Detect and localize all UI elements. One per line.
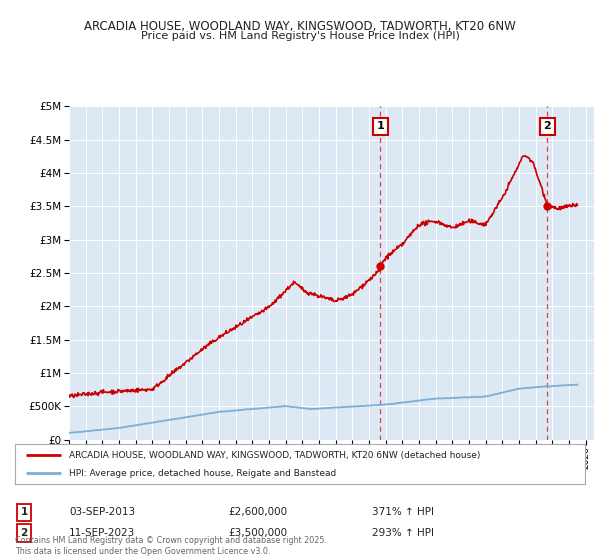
Text: 03-SEP-2013: 03-SEP-2013 bbox=[69, 507, 135, 517]
Text: ARCADIA HOUSE, WOODLAND WAY, KINGSWOOD, TADWORTH, KT20 6NW (detached house): ARCADIA HOUSE, WOODLAND WAY, KINGSWOOD, … bbox=[69, 451, 481, 460]
Text: HPI: Average price, detached house, Reigate and Banstead: HPI: Average price, detached house, Reig… bbox=[69, 469, 337, 478]
Text: 1: 1 bbox=[20, 507, 28, 517]
Text: 11-SEP-2023: 11-SEP-2023 bbox=[69, 528, 135, 538]
Text: 1: 1 bbox=[376, 122, 384, 132]
Text: ARCADIA HOUSE, WOODLAND WAY, KINGSWOOD, TADWORTH, KT20 6NW: ARCADIA HOUSE, WOODLAND WAY, KINGSWOOD, … bbox=[84, 20, 516, 32]
Text: 371% ↑ HPI: 371% ↑ HPI bbox=[372, 507, 434, 517]
Text: Contains HM Land Registry data © Crown copyright and database right 2025.
This d: Contains HM Land Registry data © Crown c… bbox=[15, 536, 327, 556]
Text: £2,600,000: £2,600,000 bbox=[228, 507, 287, 517]
Text: Price paid vs. HM Land Registry's House Price Index (HPI): Price paid vs. HM Land Registry's House … bbox=[140, 31, 460, 41]
Text: 293% ↑ HPI: 293% ↑ HPI bbox=[372, 528, 434, 538]
Text: 2: 2 bbox=[20, 528, 28, 538]
Text: 2: 2 bbox=[544, 122, 551, 132]
Text: £3,500,000: £3,500,000 bbox=[228, 528, 287, 538]
